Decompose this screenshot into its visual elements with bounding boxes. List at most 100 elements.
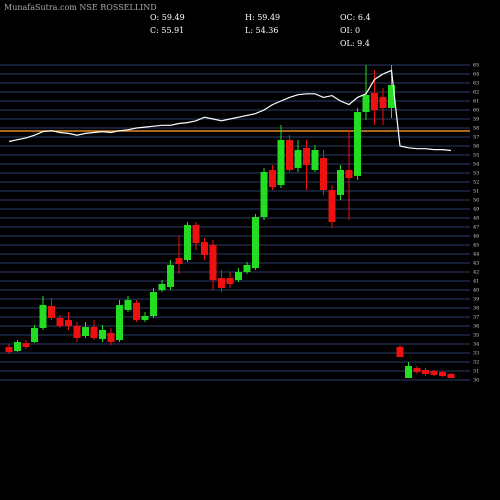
y-tick-label: 38 <box>473 306 479 312</box>
candle-body <box>158 283 166 290</box>
ohlc-stat: H: 59.49 <box>245 13 280 22</box>
ohlc-stat: OI: 0 <box>340 26 360 35</box>
candle-body <box>107 333 115 343</box>
candle-body <box>354 111 361 176</box>
y-tick-label: 49 <box>473 207 479 213</box>
y-tick-label: 47 <box>473 225 479 231</box>
candle-body <box>56 317 64 326</box>
y-tick-label: 30 <box>473 378 479 384</box>
candle-body <box>209 245 217 281</box>
y-tick-label: 61 <box>473 99 479 105</box>
candle-body <box>396 346 404 357</box>
candle-body <box>260 172 268 218</box>
y-tick-label: 35 <box>473 333 479 339</box>
y-tick-label: 34 <box>473 342 479 348</box>
y-tick-label: 65 <box>473 63 479 69</box>
y-tick-label: 58 <box>473 126 479 132</box>
candle-body <box>22 343 30 347</box>
candle-body <box>277 139 285 185</box>
candle-body <box>345 170 353 179</box>
y-tick-label: 36 <box>473 324 479 330</box>
candle-body <box>337 170 344 195</box>
y-tick-label: 45 <box>473 243 479 249</box>
y-tick-label: 53 <box>473 171 479 177</box>
candle-body <box>413 368 421 372</box>
candle-body <box>422 370 429 374</box>
y-tick-label: 43 <box>473 261 479 267</box>
y-tick-label: 31 <box>473 369 479 375</box>
ohlc-stat: O: 59.49 <box>150 13 185 22</box>
candle-body <box>90 326 98 338</box>
candle-body <box>31 327 38 343</box>
y-tick-label: 54 <box>473 162 479 168</box>
ohlc-stat: OL: 9.4 <box>340 39 370 48</box>
candle-body <box>371 92 378 110</box>
y-tick-label: 63 <box>473 81 479 87</box>
y-tick-label: 41 <box>473 279 479 285</box>
candle-body <box>269 170 276 188</box>
y-tick-label: 40 <box>473 288 479 294</box>
y-tick-label: 39 <box>473 297 479 303</box>
candle-body <box>430 371 438 375</box>
candle-body <box>388 84 395 109</box>
candle-body <box>133 302 140 320</box>
y-tick-label: 46 <box>473 234 479 240</box>
candle-body <box>328 190 336 222</box>
candle-body <box>175 257 183 264</box>
candle-body <box>39 305 47 328</box>
y-tick-label: 37 <box>473 315 479 321</box>
candle-body <box>303 147 310 165</box>
candle-body <box>5 346 13 353</box>
ohlc-stat: OC: 6.4 <box>340 13 371 22</box>
y-tick-label: 52 <box>473 180 479 186</box>
y-tick-label: 50 <box>473 198 479 204</box>
y-tick-label: 59 <box>473 117 479 123</box>
candle-body <box>218 278 225 289</box>
candle-body <box>447 373 455 379</box>
candle-body <box>65 319 72 326</box>
candle-body <box>362 94 370 112</box>
y-tick-label: 51 <box>473 189 479 195</box>
y-tick-label: 33 <box>473 351 479 357</box>
y-tick-label: 60 <box>473 108 479 114</box>
y-tick-label: 44 <box>473 252 479 258</box>
y-tick-label: 62 <box>473 90 479 96</box>
y-tick-label: 64 <box>473 72 479 78</box>
y-tick-label: 55 <box>473 153 479 159</box>
candle-body <box>235 272 242 281</box>
y-tick-label: 42 <box>473 270 479 276</box>
candle-body <box>184 225 191 261</box>
candle-body <box>311 149 319 171</box>
y-tick-label: 32 <box>473 360 479 366</box>
candle-body <box>48 306 55 318</box>
chart-title: MunafaSutra.com NSE ROSSELLIND <box>4 3 157 12</box>
candle-body <box>320 157 327 191</box>
y-tick-label: 57 <box>473 135 479 141</box>
candle-body <box>73 326 81 338</box>
candle-body <box>252 217 259 269</box>
candle-body <box>99 329 106 339</box>
candle-body <box>141 316 149 320</box>
ohlc-stat: L: 54.36 <box>245 26 278 35</box>
candle-body <box>82 326 89 336</box>
candle-body <box>150 291 157 317</box>
candle-body <box>286 139 293 171</box>
y-tick-label: 56 <box>473 144 479 150</box>
ohlc-stat: C: 55.91 <box>150 26 184 35</box>
candle-body <box>124 299 132 310</box>
candle-body <box>405 365 412 379</box>
candle-body <box>14 342 21 352</box>
candle-body <box>192 225 200 244</box>
candle-body <box>243 264 251 272</box>
candle-body <box>379 97 387 109</box>
candle-body <box>439 371 446 377</box>
overlay-line <box>8 69 452 152</box>
candle-body <box>116 305 123 341</box>
candle-body <box>226 278 234 284</box>
candle-body <box>201 242 208 255</box>
candle-body <box>294 149 302 168</box>
y-tick-label: 48 <box>473 216 479 222</box>
candle-body <box>167 264 174 288</box>
